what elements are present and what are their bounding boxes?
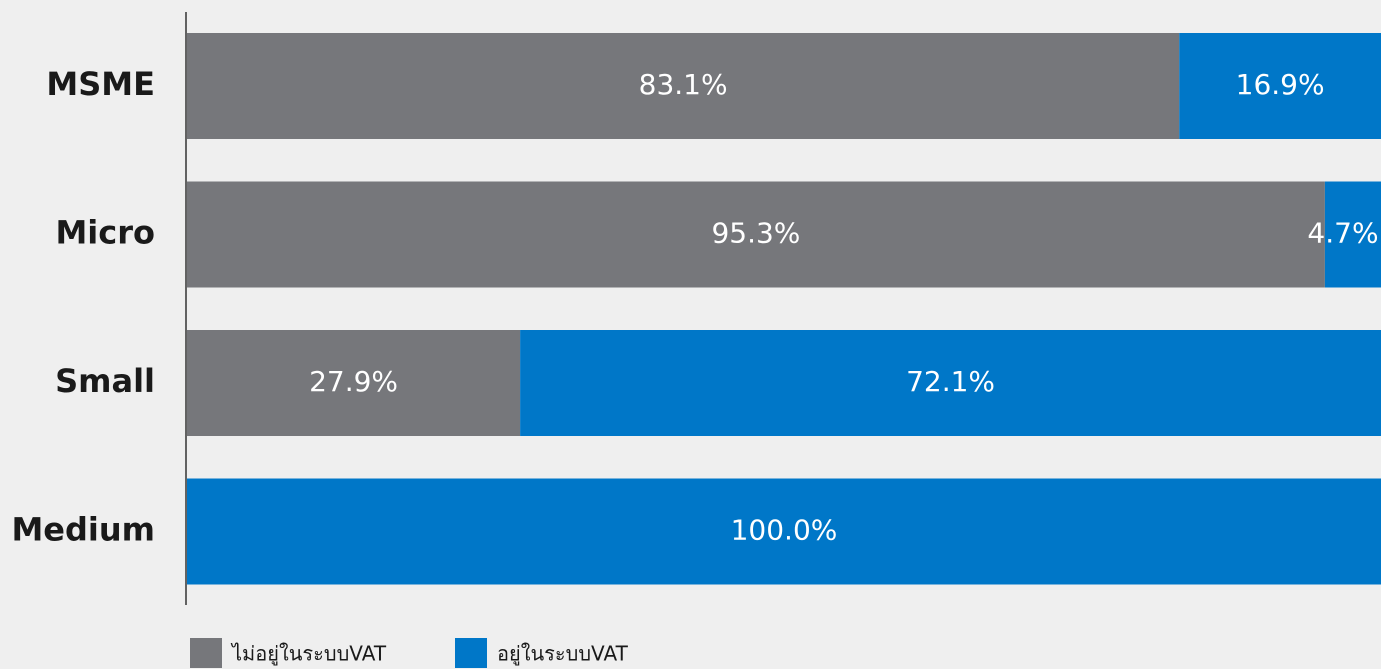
category-label: Micro xyxy=(55,214,155,252)
legend-swatch xyxy=(190,638,222,668)
bar-segment xyxy=(1324,181,1381,288)
value-label: 95.3% xyxy=(711,217,800,250)
bar-segment xyxy=(1179,33,1381,139)
bar-segment xyxy=(520,330,1381,436)
value-label: 72.1% xyxy=(906,365,995,398)
value-label: 100.0% xyxy=(731,514,838,547)
value-label: 27.9% xyxy=(309,365,398,398)
legend-swatch xyxy=(455,638,487,668)
legend-label: ไม่อยู่ในระบบVAT xyxy=(230,642,387,667)
category-label: Small xyxy=(55,362,155,400)
bar-segment xyxy=(187,478,1381,585)
bar-segment xyxy=(187,330,521,436)
value-label: 16.9% xyxy=(1236,68,1325,101)
bar-segment xyxy=(187,181,1325,288)
legend-label: อยู่ในระบบVAT xyxy=(497,642,629,667)
category-label: Medium xyxy=(11,511,155,549)
value-label: 83.1% xyxy=(639,68,728,101)
bar-segment xyxy=(187,33,1180,139)
value-label: 4.7% xyxy=(1307,217,1378,250)
category-label: MSME xyxy=(46,65,155,103)
